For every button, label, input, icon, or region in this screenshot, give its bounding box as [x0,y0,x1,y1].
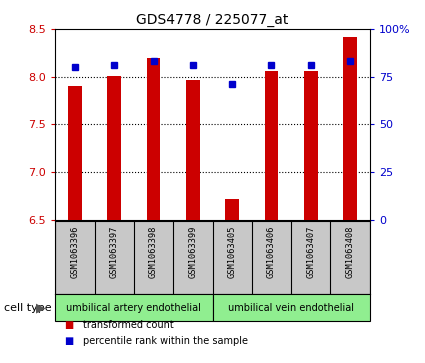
Text: umbilical artery endothelial: umbilical artery endothelial [66,303,201,313]
Bar [186,81,200,220]
Text: ■: ■ [64,336,73,346]
Text: GSM1063407: GSM1063407 [306,225,315,278]
Text: GSM1063397: GSM1063397 [110,225,119,278]
Text: GSM1063399: GSM1063399 [188,225,197,278]
Text: GSM1063406: GSM1063406 [267,225,276,278]
Bar [68,86,82,220]
Bar [108,76,121,220]
Text: umbilical vein endothelial: umbilical vein endothelial [228,303,354,313]
Text: ▶: ▶ [36,301,46,314]
Text: GSM1063408: GSM1063408 [346,225,354,278]
Bar [55,294,212,321]
Text: GSM1063396: GSM1063396 [71,225,79,278]
Bar [147,58,160,220]
Bar [343,37,357,220]
Text: GSM1063398: GSM1063398 [149,225,158,278]
Text: GSM1063405: GSM1063405 [228,225,237,278]
Text: ■: ■ [64,320,73,330]
Text: percentile rank within the sample: percentile rank within the sample [83,336,248,346]
Bar [212,294,370,321]
Bar [265,71,278,220]
Bar [225,199,239,220]
Bar [304,71,317,220]
Text: cell type: cell type [4,303,52,313]
Title: GDS4778 / 225077_at: GDS4778 / 225077_at [136,13,289,26]
Text: transformed count: transformed count [83,320,174,330]
